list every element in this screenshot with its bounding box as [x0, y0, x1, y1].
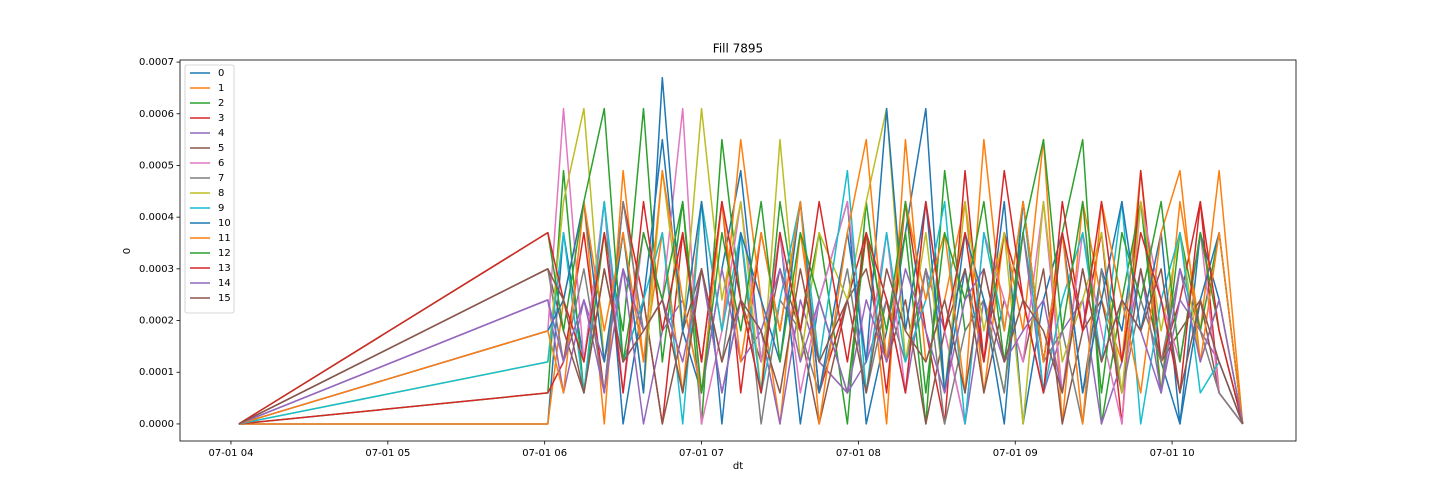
x-tick-label: 07-01 08 — [836, 448, 881, 459]
legend-label: 9 — [218, 203, 224, 214]
y-tick-label: 0.0000 — [139, 419, 174, 430]
series-line — [238, 268, 1244, 425]
y-tick-label: 0.0003 — [139, 264, 174, 275]
legend-label: 5 — [218, 143, 224, 154]
series-line — [238, 169, 1244, 425]
y-tick-label: 0.0002 — [139, 316, 174, 327]
legend-box — [184, 64, 235, 314]
y-tick-label: 0.0004 — [139, 212, 174, 223]
y-tick-label: 0.0001 — [139, 367, 174, 378]
series-line — [238, 107, 1244, 425]
legend-label: 6 — [218, 158, 224, 169]
legend-label: 10 — [218, 218, 231, 229]
x-tick-label: 07-01 06 — [522, 448, 567, 459]
y-tick-label: 0.0005 — [139, 160, 174, 171]
legend-label: 11 — [218, 233, 231, 244]
series-line — [238, 76, 1244, 425]
legend-label: 15 — [218, 293, 231, 304]
legend-label: 12 — [218, 248, 231, 259]
legend-label: 8 — [218, 188, 224, 199]
legend-label: 4 — [218, 128, 224, 139]
y-tick-label: 0.0006 — [139, 109, 174, 120]
x-tick-label: 07-01 10 — [1150, 448, 1195, 459]
x-tick-label: 07-01 07 — [679, 448, 724, 459]
legend-label: 14 — [218, 278, 231, 289]
legend-label: 2 — [218, 98, 224, 109]
plot-frame — [179, 59, 1297, 442]
y-axis-label: 0 — [122, 248, 133, 254]
y-tick-label: 0.0007 — [139, 57, 174, 68]
legend-label: 7 — [218, 173, 224, 184]
legend-label: 13 — [218, 263, 231, 274]
legend-label: 3 — [218, 113, 224, 124]
legend-label: 1 — [218, 83, 224, 94]
plot-lines — [238, 76, 1244, 425]
x-axis-label: dt — [733, 461, 743, 472]
chart-title: Fill 7895 — [713, 42, 763, 56]
x-tick-label: 07-01 04 — [208, 448, 253, 459]
legend-label: 0 — [218, 68, 224, 79]
x-tick-label: 07-01 09 — [993, 448, 1038, 459]
x-tick-label: 07-01 05 — [365, 448, 410, 459]
